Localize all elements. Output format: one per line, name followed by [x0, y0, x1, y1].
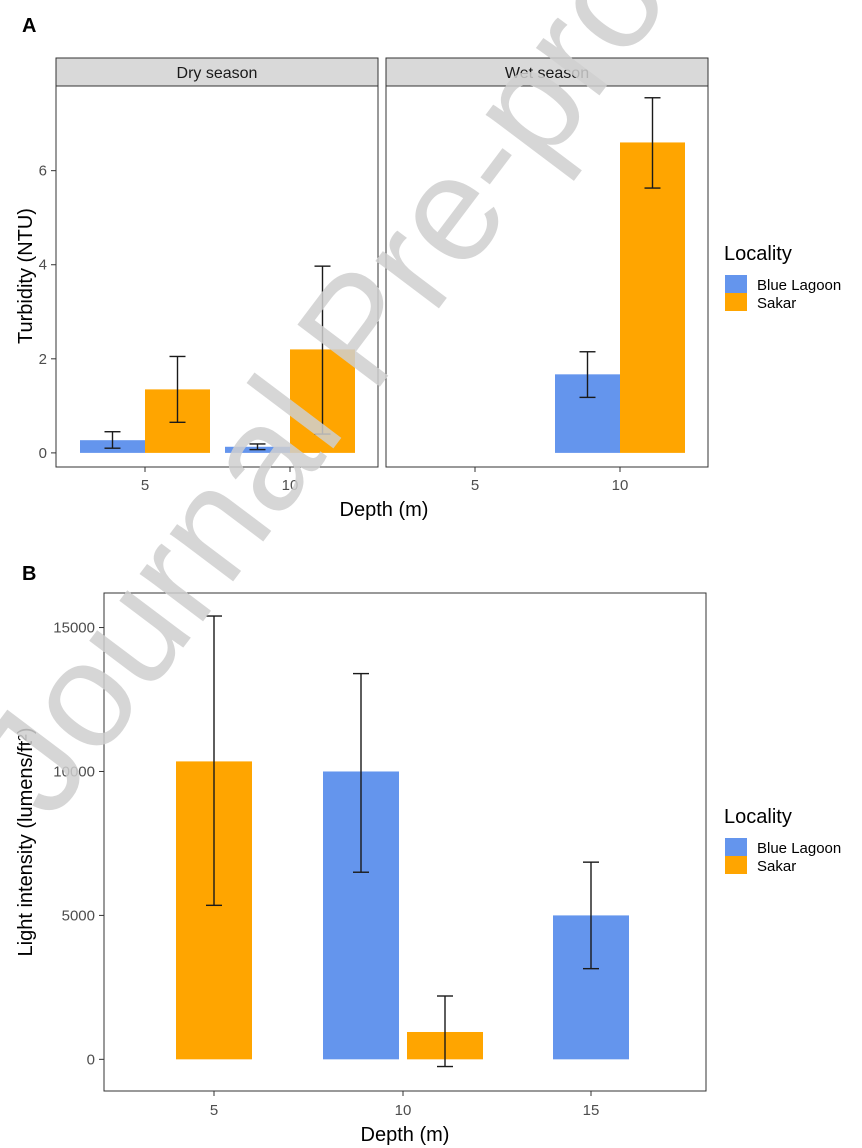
- b-ytick-label-5000: 5000: [62, 907, 95, 924]
- strip-wet-season-label: Wet season: [505, 65, 589, 82]
- panel-a-label: A: [22, 15, 36, 37]
- errorbar-dry-season-blue-lagoon-5: [104, 431, 121, 449]
- b-ytick-label-0: 0: [87, 1051, 95, 1068]
- errorbar-dry-season-sakar-10: [314, 265, 331, 435]
- errorbar-dry-season-sakar-5: [169, 355, 186, 424]
- a-xtick-label-wet-10: 10: [612, 477, 629, 494]
- panel-b-legend-key-sakar: [725, 856, 747, 874]
- a-ytick-label-0: 0: [39, 445, 47, 462]
- panel-a-legend-key-blue-lagoon: [725, 275, 747, 293]
- panel-a-legend-label-sakar: Sakar: [757, 295, 796, 312]
- errorbar-b-sakar-5: [206, 615, 222, 907]
- errorbar-dry-season-blue-lagoon-10: [249, 443, 266, 451]
- panel-a-legend: Locality Blue Lagoon Sakar: [724, 243, 841, 312]
- panel-b-x-axis: 5 10 15: [210, 1091, 600, 1119]
- b-xtick-label-15: 15: [583, 1102, 600, 1119]
- b-ytick-label-15000: 15000: [53, 620, 95, 637]
- errorbar-b-blue-lagoon-15: [583, 861, 599, 970]
- panel-b-error-bars: [206, 615, 599, 1068]
- strip-dry-season: [55, 57, 379, 87]
- a-xtick-label-dry-5: 5: [141, 477, 149, 494]
- strip-dry-season-label: Dry season: [177, 65, 258, 82]
- errorbar-wet-season-sakar-10: [644, 97, 661, 189]
- errorbar-b-blue-lagoon-10: [353, 672, 369, 873]
- a-xtick-label-dry-10: 10: [282, 477, 299, 494]
- panel-a-legend-title: Locality: [724, 243, 792, 265]
- panel-b-legend: Locality Blue Lagoon Sakar: [724, 806, 841, 875]
- strip-wet-season: [385, 57, 709, 87]
- b-xtick-label-10: 10: [395, 1102, 412, 1119]
- panel-b-x-axis-title: Depth (m): [361, 1124, 450, 1146]
- a-ytick-label-6: 6: [39, 163, 47, 180]
- panel-a-x-axis: 5 10 5 10: [141, 467, 629, 494]
- errorbar-b-sakar-10: [437, 995, 453, 1068]
- bar-wet-season-sakar-10: [620, 142, 685, 453]
- a-ytick-label-4: 4: [39, 257, 47, 274]
- panel-b-y-axis-title: Light intensity (lumens/ft²): [15, 728, 37, 957]
- panel-b-y-axis: 0 5000 10000 15000: [53, 620, 104, 1068]
- errorbar-wet-season-blue-lagoon-10: [579, 351, 596, 399]
- panel-b-legend-title: Locality: [724, 806, 792, 828]
- panel-b-legend-label-blue-lagoon: Blue Lagoon: [757, 840, 841, 857]
- a-xtick-label-wet-5: 5: [471, 477, 479, 494]
- panel-a-x-axis-title: Depth (m): [340, 499, 429, 521]
- panel-b-legend-key-blue-lagoon: [725, 838, 747, 856]
- b-ytick-label-10000: 10000: [53, 763, 95, 780]
- panel-a-y-axis: 0 2 4 6: [39, 163, 56, 462]
- a-ytick-label-2: 2: [39, 351, 47, 368]
- panel-b-legend-label-sakar: Sakar: [757, 858, 796, 875]
- panel-a-y-axis-title: Turbidity (NTU): [15, 208, 37, 344]
- panel-a-legend-key-sakar: [725, 293, 747, 311]
- panel-a-error-bars: [104, 97, 661, 451]
- b-xtick-label-5: 5: [210, 1102, 218, 1119]
- panel-b-label: B: [22, 563, 36, 585]
- panel-a-legend-label-blue-lagoon: Blue Lagoon: [757, 277, 841, 294]
